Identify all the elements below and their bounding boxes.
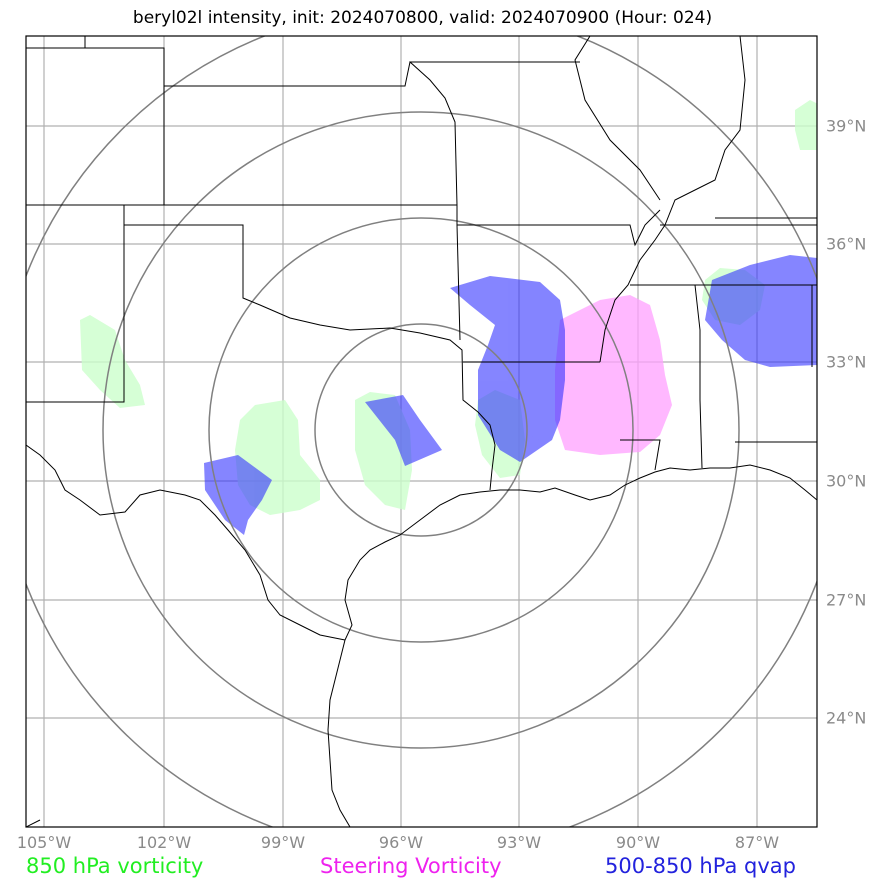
state-border <box>26 225 125 403</box>
steering-patch <box>555 295 672 455</box>
state-border <box>574 36 661 201</box>
state-border <box>26 47 165 206</box>
vorticity-patch <box>795 100 817 150</box>
state-border <box>457 209 661 247</box>
coastline <box>327 639 351 827</box>
country-border <box>26 444 346 641</box>
lat-label-27n: 27°N <box>826 590 867 610</box>
qvap-patch <box>204 455 272 535</box>
state-border <box>123 205 496 491</box>
lon-label-93w: 93°W <box>496 833 542 852</box>
range-ring <box>102 111 740 749</box>
state-border <box>164 61 458 206</box>
qvap-patch <box>510 340 552 440</box>
legend-qvap: 500-850 hPa qvap <box>605 854 796 878</box>
vorticity-patch <box>80 315 145 408</box>
range-rings <box>26 36 817 827</box>
range-ring <box>208 217 634 643</box>
map-title: beryl02l intensity, init: 2024070800, va… <box>132 8 713 28</box>
lon-label-99w: 99°W <box>260 833 306 852</box>
qvap-patch <box>365 395 442 466</box>
state-border <box>620 439 661 471</box>
lat-label-24n: 24°N <box>826 708 867 728</box>
legend-steering-vorticity: Steering Vorticity <box>320 854 502 878</box>
lat-label-36n: 36°N <box>826 234 867 254</box>
lon-label-90w: 90°W <box>615 833 661 852</box>
map-frame <box>25 35 818 828</box>
qvap-patch <box>705 255 817 367</box>
lon-label-96w: 96°W <box>378 833 424 852</box>
lon-label-105w: 105°W <box>16 833 72 852</box>
state-border <box>599 36 746 363</box>
lat-label-30n: 30°N <box>826 471 867 491</box>
lon-label-87w: 87°W <box>734 833 780 852</box>
steering-vorticity-fills <box>555 295 672 455</box>
lat-label-33n: 33°N <box>826 352 867 372</box>
coastline <box>344 464 817 641</box>
borders <box>26 36 817 827</box>
lon-label-102w: 102°W <box>136 833 192 852</box>
state-border <box>694 284 703 469</box>
lat-label-39n: 39°N <box>826 116 867 136</box>
coastline <box>26 819 41 827</box>
legend-850hpa-vorticity: 850 hPa vorticity <box>26 854 204 878</box>
range-ring <box>314 323 528 537</box>
